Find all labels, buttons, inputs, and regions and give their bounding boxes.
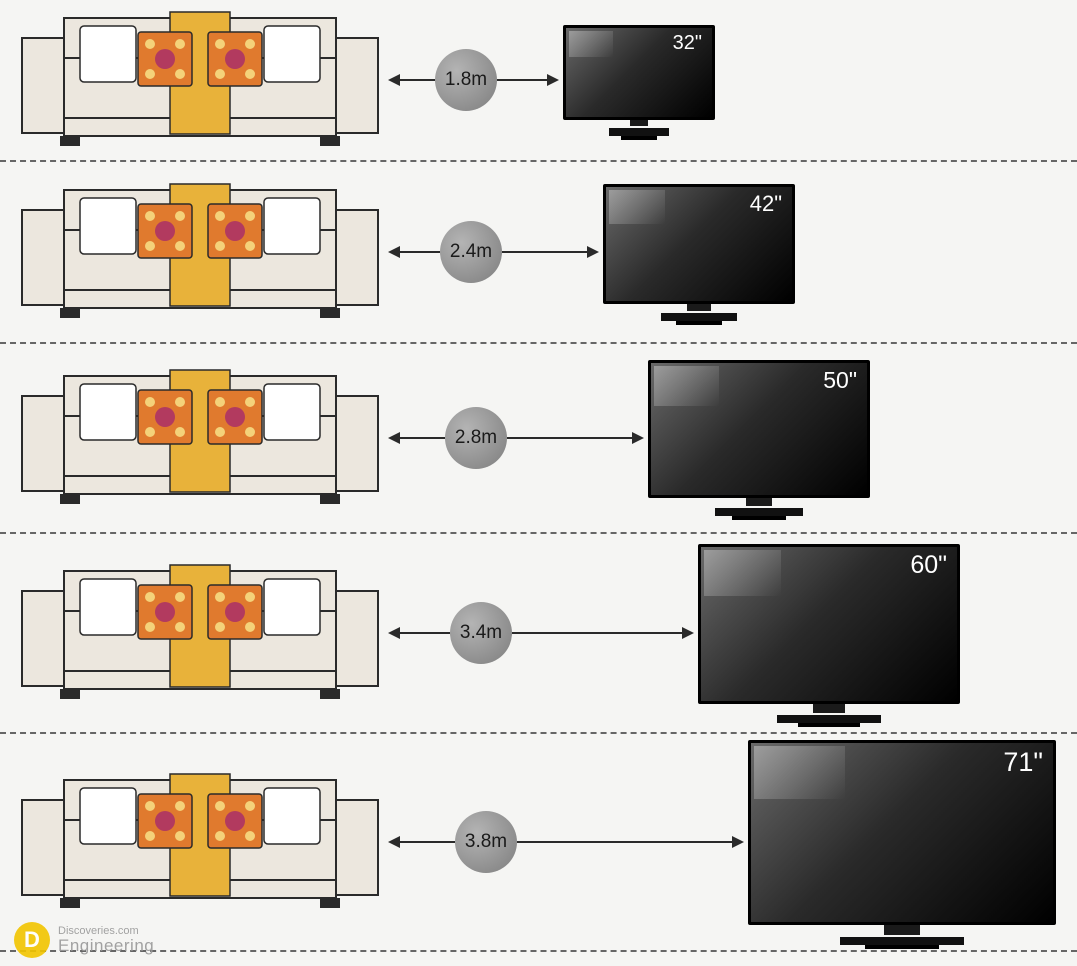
distance-badge: 2.4m bbox=[440, 221, 502, 283]
watermark-logo-icon: D bbox=[14, 922, 50, 958]
tv-screen: 71" bbox=[748, 740, 1056, 925]
tv-neck bbox=[630, 120, 648, 126]
tv-neck bbox=[746, 498, 773, 506]
watermark: D Discoveries.com Engineering bbox=[14, 922, 154, 958]
distance-indicator: 3.4m bbox=[390, 602, 692, 664]
tv-stand bbox=[661, 313, 738, 321]
tv: 50" bbox=[648, 360, 870, 516]
distance-badge: 2.8m bbox=[445, 407, 507, 469]
tv-neck bbox=[884, 925, 921, 935]
tv-stand bbox=[777, 715, 882, 723]
tv-screen: 50" bbox=[648, 360, 870, 498]
sofa-icon bbox=[20, 8, 380, 148]
distance-badge: 3.8m bbox=[455, 811, 517, 873]
sofa-icon bbox=[20, 561, 380, 701]
arrow-right-icon bbox=[502, 251, 597, 253]
arrow-right-icon bbox=[517, 841, 742, 843]
tv-stand bbox=[715, 508, 804, 516]
tv-size-label: 60" bbox=[910, 551, 947, 580]
distance-row: 3.4m 60" bbox=[0, 534, 1077, 734]
distance-row: 1.8m 32" bbox=[0, 0, 1077, 162]
sofa bbox=[20, 366, 380, 511]
distance-badge: 3.4m bbox=[450, 602, 512, 664]
distance-indicator: 3.8m bbox=[390, 811, 742, 873]
distance-row: 2.4m 42" bbox=[0, 162, 1077, 344]
tv-screen: 32" bbox=[563, 25, 715, 120]
arrow-left-icon bbox=[390, 79, 435, 81]
distance-badge: 1.8m bbox=[435, 49, 497, 111]
tv-size-label: 42" bbox=[750, 191, 782, 217]
tv: 71" bbox=[748, 740, 1056, 945]
sofa bbox=[20, 180, 380, 325]
distance-indicator: 2.4m bbox=[390, 221, 597, 283]
tv-screen: 42" bbox=[603, 184, 795, 304]
arrow-right-icon bbox=[497, 79, 557, 81]
tv-size-label: 32" bbox=[673, 32, 702, 55]
distance-indicator: 1.8m bbox=[390, 49, 557, 111]
tv: 42" bbox=[603, 184, 795, 321]
distance-row: 2.8m 50" bbox=[0, 344, 1077, 534]
tv-stand bbox=[840, 937, 963, 945]
watermark-line2: Engineering bbox=[58, 937, 154, 954]
tv-stand bbox=[609, 128, 670, 136]
sofa-icon bbox=[20, 180, 380, 320]
watermark-text: Discoveries.com Engineering bbox=[58, 926, 154, 954]
tv-size-label: 71" bbox=[1003, 747, 1043, 778]
tv: 60" bbox=[698, 544, 960, 723]
tv-size-label: 50" bbox=[823, 367, 857, 394]
tv-neck bbox=[687, 304, 710, 311]
tv-screen: 60" bbox=[698, 544, 960, 704]
arrow-right-icon bbox=[507, 437, 642, 439]
distance-row: 3.8m 71" bbox=[0, 734, 1077, 952]
sofa bbox=[20, 561, 380, 706]
sofa bbox=[20, 8, 380, 153]
arrow-left-icon bbox=[390, 251, 440, 253]
arrow-left-icon bbox=[390, 437, 445, 439]
distance-indicator: 2.8m bbox=[390, 407, 642, 469]
tv-neck bbox=[813, 704, 844, 713]
sofa bbox=[20, 770, 380, 915]
sofa-icon bbox=[20, 366, 380, 506]
tv: 32" bbox=[563, 25, 715, 136]
arrow-left-icon bbox=[390, 632, 450, 634]
arrow-right-icon bbox=[512, 632, 692, 634]
sofa-icon bbox=[20, 770, 380, 910]
arrow-left-icon bbox=[390, 841, 455, 843]
